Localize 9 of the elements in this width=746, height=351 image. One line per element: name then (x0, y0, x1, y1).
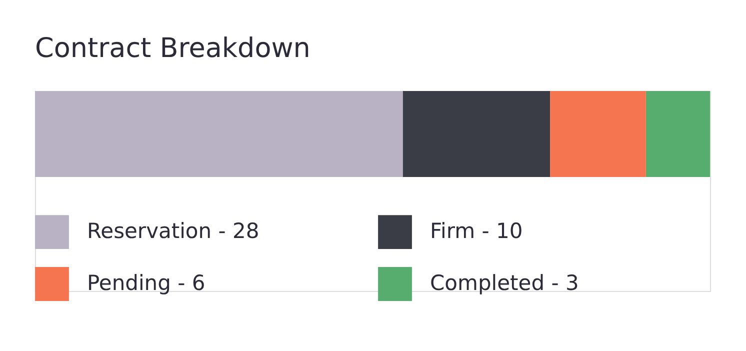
legend-label: Pending - 6 (87, 271, 206, 295)
bar (35, 91, 403, 177)
bar (550, 91, 646, 177)
bar (646, 91, 710, 177)
bar (402, 91, 550, 177)
legend-label: Reservation - 28 (87, 219, 260, 244)
chart-title: Contract Breakdown (35, 33, 310, 64)
legend-label: Completed - 3 (430, 271, 579, 295)
legend-label: Firm - 10 (430, 219, 523, 244)
